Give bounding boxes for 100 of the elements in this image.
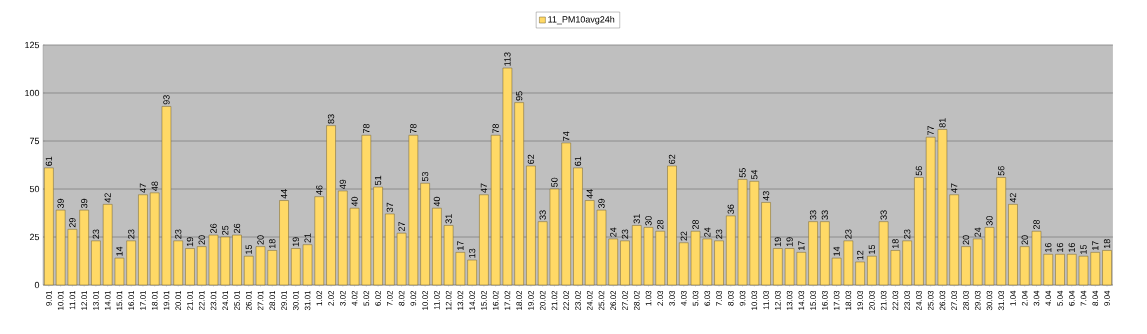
- data-label: 33: [539, 210, 546, 220]
- data-label: 47: [139, 183, 147, 193]
- data-label: 30: [986, 216, 993, 226]
- bar: [667, 165, 677, 286]
- data-label: 23: [92, 229, 100, 239]
- data-label: 78: [492, 123, 499, 134]
- data-label: 16: [1045, 243, 1052, 252]
- bar: [961, 246, 971, 286]
- data-label: 113: [504, 52, 511, 66]
- data-label: 62: [527, 154, 535, 164]
- data-label: 23: [715, 229, 723, 239]
- data-label: 42: [104, 193, 111, 203]
- data-label: 42: [1009, 193, 1017, 203]
- bar: [1102, 250, 1112, 286]
- bar: [232, 234, 242, 286]
- data-label: 20: [962, 235, 970, 245]
- data-label: 50: [551, 177, 558, 187]
- data-label: 36: [727, 204, 734, 214]
- y-tick-label: 0: [34, 281, 40, 289]
- data-label: 95: [515, 91, 523, 101]
- data-label: 24: [704, 227, 711, 237]
- data-label: 28: [692, 219, 699, 230]
- data-label: 33: [809, 210, 817, 220]
- data-label: 23: [903, 229, 911, 239]
- data-label: 83: [327, 114, 335, 124]
- data-label: 23: [845, 229, 852, 239]
- data-label: 40: [351, 196, 358, 207]
- data-label: 19: [786, 237, 793, 247]
- data-label: 28: [1033, 219, 1040, 230]
- data-label: 19: [292, 237, 299, 247]
- data-label: 39: [598, 198, 605, 209]
- data-label: 54: [751, 169, 758, 180]
- data-label: 47: [480, 183, 487, 193]
- data-label: 12: [856, 250, 864, 260]
- data-label: 23: [621, 229, 629, 239]
- data-label: 18: [1103, 239, 1111, 249]
- data-label: 29: [69, 218, 76, 228]
- data-label: 48: [151, 181, 158, 191]
- bar: [808, 221, 818, 286]
- y-tick-label: 125: [25, 41, 40, 49]
- bar: [1008, 204, 1018, 286]
- data-label: 51: [374, 175, 382, 186]
- bar: [326, 125, 336, 286]
- data-label: 27: [398, 221, 405, 232]
- data-label: 20: [1021, 235, 1028, 245]
- data-label: 53: [421, 171, 429, 182]
- data-label: 15: [868, 244, 876, 254]
- data-label: 56: [998, 166, 1005, 176]
- bar: [620, 240, 630, 286]
- data-label: 23: [128, 229, 135, 239]
- data-label: 40: [433, 196, 441, 207]
- data-label: 61: [574, 156, 582, 166]
- bar: [479, 194, 489, 286]
- data-label: 17: [457, 241, 464, 250]
- data-label: 26: [210, 223, 217, 233]
- data-label: 77: [927, 125, 934, 136]
- bar: [138, 194, 148, 286]
- data-label: 16: [1056, 243, 1064, 252]
- data-label: 28: [657, 219, 664, 230]
- data-label: 20: [198, 235, 205, 245]
- bar: [914, 177, 924, 286]
- legend-label: 11_PM10avg24h: [548, 16, 615, 25]
- data-label: 24: [610, 227, 617, 237]
- data-label: 22: [680, 231, 687, 241]
- data-label: 31: [633, 214, 640, 224]
- data-label: 15: [245, 244, 252, 254]
- data-label: 46: [316, 185, 323, 195]
- data-label: 18: [892, 239, 899, 249]
- y-tick-label: 75: [29, 137, 40, 145]
- data-label: 39: [80, 198, 88, 209]
- data-label: 25: [222, 225, 229, 235]
- bar: [91, 240, 101, 286]
- data-label: 39: [57, 198, 64, 209]
- data-label: 24: [974, 227, 981, 237]
- data-label: 20: [257, 235, 264, 245]
- data-label: 56: [915, 166, 923, 176]
- data-label: 55: [739, 168, 746, 178]
- data-label: 17: [798, 241, 805, 250]
- bar: [714, 240, 724, 286]
- data-label: 21: [304, 233, 311, 243]
- data-label: 37: [386, 202, 394, 212]
- bar: [1055, 254, 1065, 286]
- data-label: 61: [45, 156, 53, 166]
- data-label: 44: [586, 189, 593, 199]
- bar: [185, 248, 195, 286]
- data-label: 93: [163, 95, 170, 105]
- data-label: 13: [468, 248, 476, 258]
- data-label: 14: [833, 246, 840, 256]
- data-label: 18: [269, 239, 276, 249]
- y-tick-label: 100: [25, 89, 40, 97]
- data-label: 23: [175, 229, 182, 239]
- data-label: 19: [186, 237, 194, 247]
- y-tick-label: 25: [29, 233, 40, 241]
- bar: [761, 202, 771, 286]
- data-label: 17: [1092, 241, 1099, 250]
- data-label: 26: [233, 223, 241, 233]
- data-label: 74: [563, 131, 570, 141]
- data-label: 81: [939, 118, 946, 128]
- data-label: 33: [880, 210, 887, 220]
- data-label: 14: [116, 246, 123, 256]
